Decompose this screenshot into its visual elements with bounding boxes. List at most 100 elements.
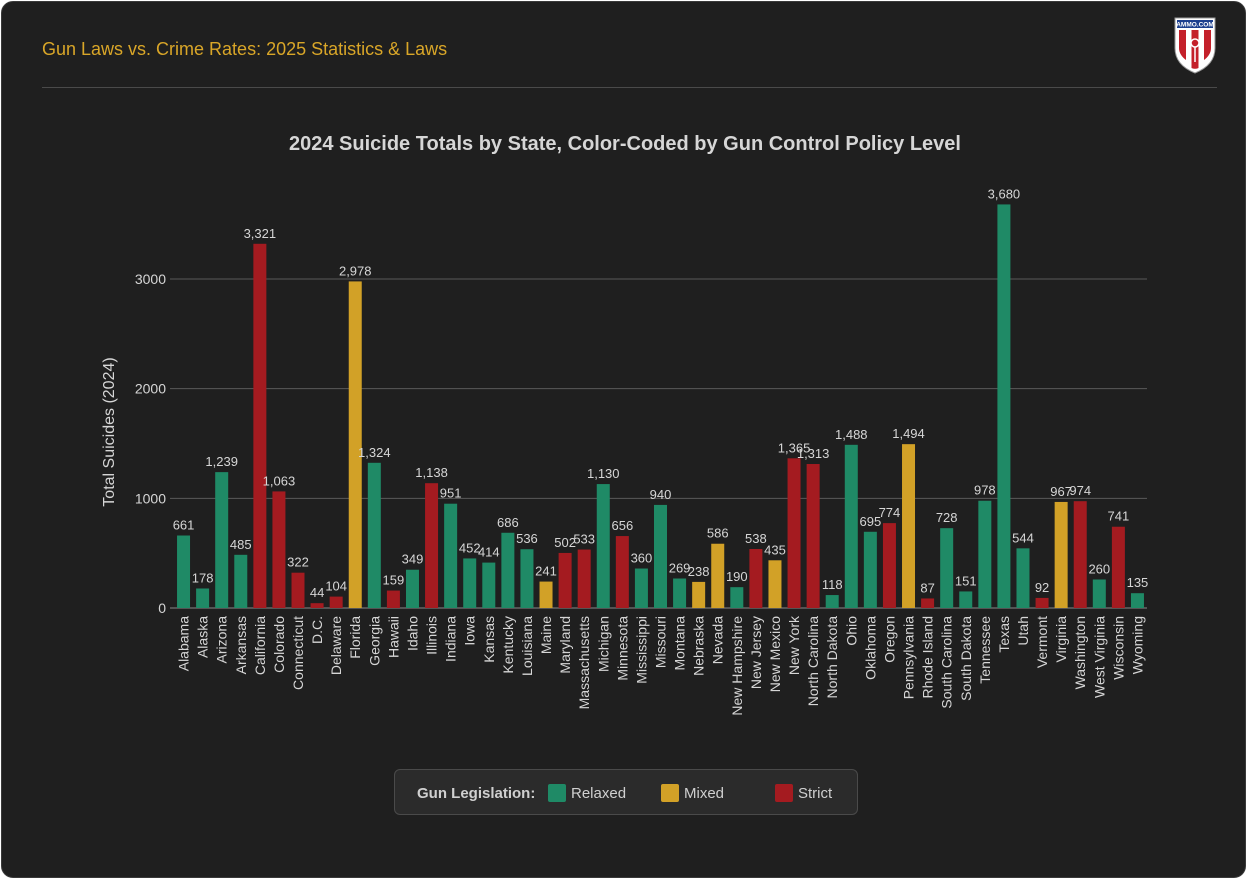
bar[interactable]: Texas: 3,680 <box>997 204 1011 608</box>
data-label: 241 <box>535 564 557 579</box>
y-tick-label: 2000 <box>135 381 166 397</box>
data-label: 741 <box>1108 509 1130 524</box>
logo-text: AMMO.COM <box>1176 22 1214 29</box>
data-label: 1,063 <box>263 473 296 488</box>
bar[interactable]: Montana: 269 <box>673 578 687 608</box>
bar[interactable]: Alabama: 661 <box>177 535 191 608</box>
x-tick-label: New Jersey <box>748 616 764 689</box>
bar[interactable]: Indiana: 951 <box>444 503 458 608</box>
data-label: 1,239 <box>205 454 238 469</box>
data-label: 360 <box>631 551 653 566</box>
legend-swatch-relaxed <box>548 784 566 802</box>
bar[interactable]: Oklahoma: 695 <box>863 531 877 608</box>
x-tick-label: Rhode Island <box>920 616 936 699</box>
bar[interactable]: Minnesota: 656 <box>615 536 629 608</box>
bar[interactable]: Virginia: 967 <box>1054 501 1068 608</box>
bar[interactable]: Arizona: 1,239 <box>215 472 229 608</box>
bar[interactable]: D.C.: 44 <box>310 603 324 608</box>
bar[interactable]: Illinois: 1,138 <box>425 483 439 608</box>
x-tick-label: Pennsylvania <box>901 616 917 699</box>
bar[interactable]: Tennessee: 978 <box>978 500 992 608</box>
x-tick-label: Mississippi <box>633 616 649 684</box>
bar[interactable]: Georgia: 1,324 <box>367 462 381 608</box>
bar[interactable]: Pennsylvania: 1,494 <box>902 444 916 608</box>
bar[interactable]: North Dakota: 118 <box>825 595 839 608</box>
x-tick-label: Vermont <box>1034 616 1050 668</box>
bar[interactable]: Maine: 241 <box>539 581 553 608</box>
bar[interactable]: New York: 1,365 <box>787 458 801 608</box>
x-tick-label: South Dakota <box>958 616 974 701</box>
bar[interactable]: Idaho: 349 <box>405 569 419 608</box>
x-tick-label: Delaware <box>328 616 344 675</box>
legend-label-strict: Strict <box>798 785 833 802</box>
bar[interactable]: Oregon: 774 <box>882 523 896 608</box>
data-label: 238 <box>688 564 710 579</box>
x-tick-label: Florida <box>347 616 363 659</box>
x-tick-label: New Hampshire <box>729 616 745 716</box>
bar[interactable]: South Carolina: 728 <box>940 528 954 608</box>
bar[interactable]: Nevada: 586 <box>711 543 725 608</box>
data-label: 414 <box>478 545 500 560</box>
data-label: 544 <box>1012 530 1034 545</box>
bar[interactable]: Missouri: 940 <box>654 504 667 608</box>
x-tick-label: Connecticut <box>290 616 306 690</box>
x-tick-label: Wyoming <box>1129 616 1145 674</box>
bar[interactable]: New Hampshire: 190 <box>730 587 744 608</box>
x-tick-label: Indiana <box>443 616 459 662</box>
data-label: 159 <box>383 573 405 588</box>
x-tick-label: Idaho <box>404 616 420 651</box>
bar[interactable]: South Dakota: 151 <box>959 591 973 608</box>
bar[interactable]: Maryland: 502 <box>558 552 572 608</box>
bar[interactable]: Mississippi: 360 <box>634 568 648 608</box>
x-tick-label: Illinois <box>424 616 440 655</box>
bar[interactable]: Massachusetts: 533 <box>577 549 591 608</box>
bar[interactable]: Hawaii: 159 <box>386 590 400 608</box>
header-divider <box>42 87 1217 88</box>
bar[interactable]: Nebraska: 238 <box>692 581 706 608</box>
bar[interactable]: Wisconsin: 741 <box>1111 526 1125 608</box>
data-label: 178 <box>192 570 214 585</box>
legend-title: Gun Legislation: <box>417 785 536 802</box>
bar[interactable]: Rhode Island: 87 <box>921 598 935 608</box>
bar[interactable]: Colorado: 1,063 <box>272 491 286 608</box>
bar[interactable]: Kentucky: 686 <box>501 532 515 608</box>
bar[interactable]: New Mexico: 435 <box>768 560 782 608</box>
bar[interactable]: Delaware: 104 <box>329 596 343 608</box>
bar[interactable]: Wyoming: 135 <box>1130 593 1144 608</box>
bar[interactable]: Michigan: 1,130 <box>596 484 610 608</box>
bar[interactable]: Alaska: 178 <box>196 588 210 608</box>
data-label: 661 <box>173 518 195 533</box>
bar[interactable]: Kansas: 414 <box>482 562 496 608</box>
legend-label-mixed: Mixed <box>684 785 725 802</box>
bar[interactable]: West Virginia: 260 <box>1092 579 1106 608</box>
x-tick-label: Arkansas <box>233 616 249 674</box>
data-label: 104 <box>325 579 347 594</box>
data-label: 1,130 <box>587 466 620 481</box>
bar[interactable]: Louisiana: 536 <box>520 549 534 608</box>
data-label: 190 <box>726 569 748 584</box>
legend-label-relaxed: Relaxed <box>571 785 627 802</box>
bar[interactable]: North Carolina: 1,313 <box>806 464 820 608</box>
bar[interactable]: Connecticut: 322 <box>291 572 305 608</box>
bar[interactable]: New Jersey: 538 <box>749 548 763 608</box>
bar[interactable]: California: 3,321 <box>253 243 267 608</box>
bar[interactable]: Florida: 2,978 <box>348 281 362 608</box>
data-label: 728 <box>936 510 958 525</box>
bar[interactable]: Washington: 974 <box>1073 501 1087 608</box>
data-label: 44 <box>310 585 324 600</box>
data-label: 686 <box>497 515 519 530</box>
legend-swatch-mixed <box>661 784 679 802</box>
bar[interactable]: Utah: 544 <box>1016 548 1030 608</box>
bar[interactable]: Ohio: 1,488 <box>844 444 858 608</box>
bar[interactable]: Arkansas: 485 <box>234 554 248 608</box>
x-tick-label: West Virginia <box>1091 616 1107 698</box>
bar[interactable]: Iowa: 452 <box>463 558 477 608</box>
data-label: 1,365 <box>778 440 811 455</box>
page-title: Gun Laws vs. Crime Rates: 2025 Statistic… <box>42 39 448 59</box>
bar[interactable]: Vermont: 92 <box>1035 597 1049 608</box>
x-tick-label: California <box>252 616 268 675</box>
x-tick-label: Massachusetts <box>576 616 592 709</box>
